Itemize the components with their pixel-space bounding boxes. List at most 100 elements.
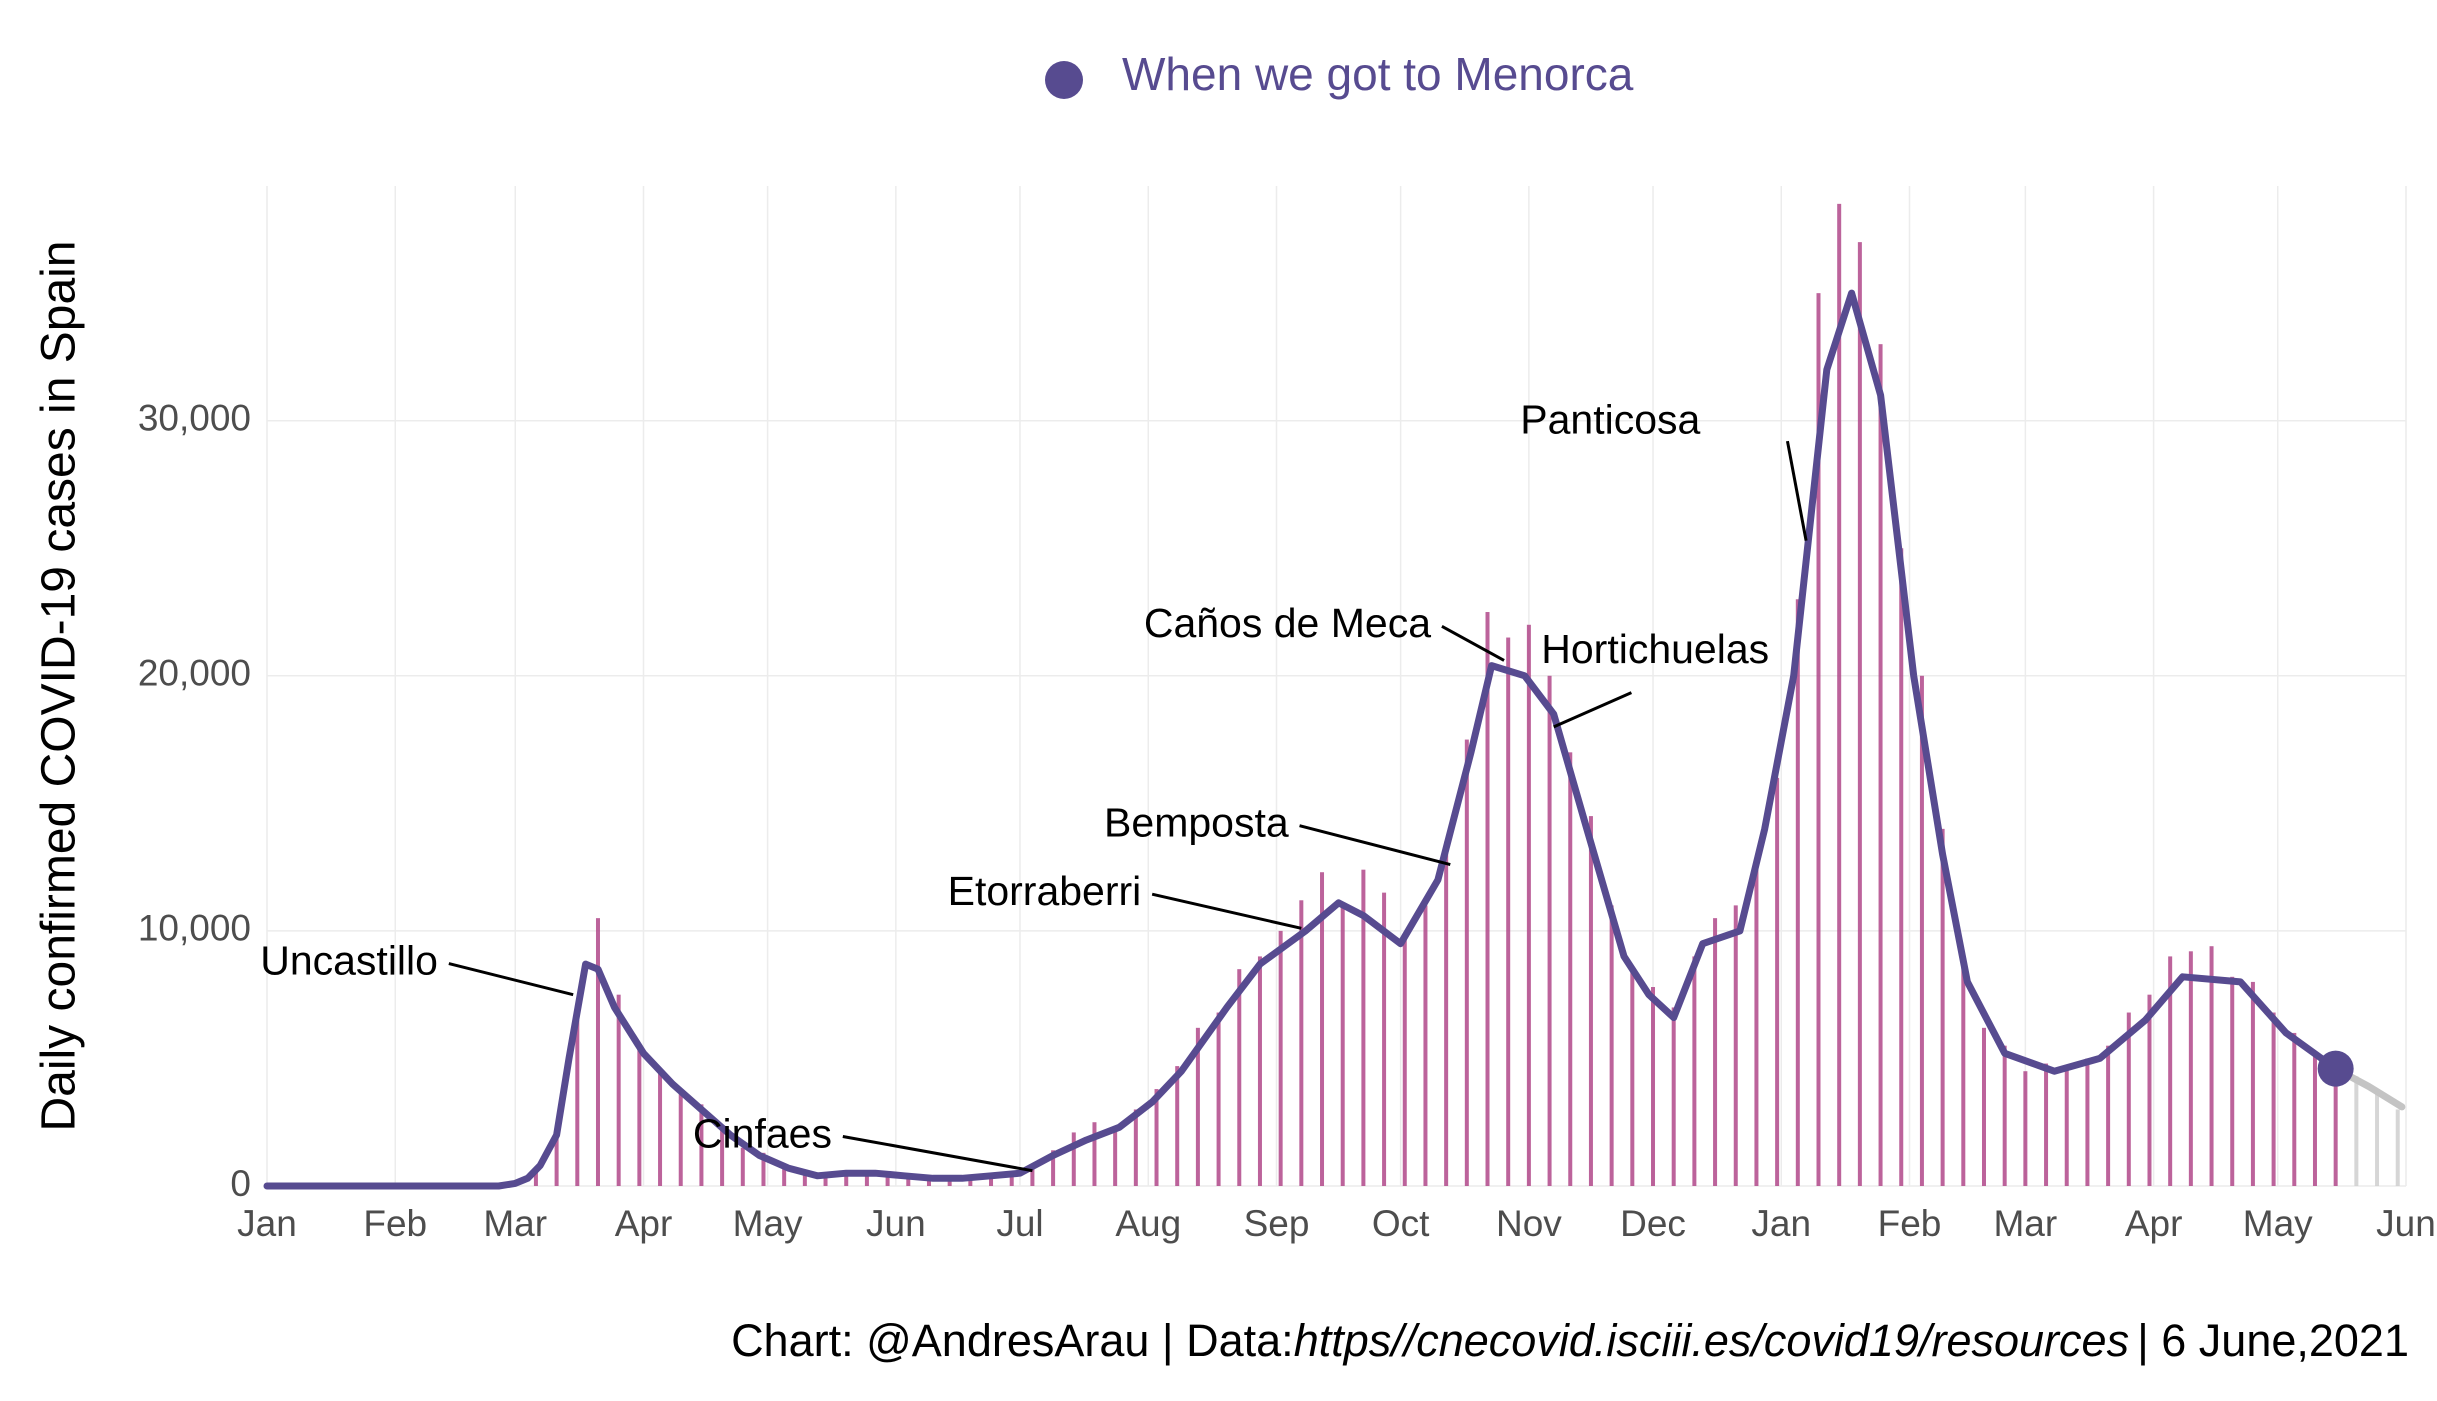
bar: [678, 1089, 683, 1186]
bar: [1361, 869, 1366, 1186]
bar: [1609, 905, 1614, 1186]
annotation-leader: [448, 962, 574, 997]
x-tick-label: Nov: [1496, 1203, 1562, 1244]
x-tick-label: Aug: [1115, 1203, 1181, 1244]
caption: Chart: @AndresArau | Data:https//cnecovi…: [731, 1315, 2409, 1366]
bar: [1795, 599, 1800, 1186]
bar: [1299, 900, 1304, 1186]
annotation-leader: [842, 1135, 1033, 1173]
bar: [658, 1071, 663, 1186]
bar: [864, 1173, 869, 1186]
bar: [1320, 872, 1325, 1186]
bar: [1009, 1173, 1014, 1186]
bar: [844, 1170, 849, 1186]
bar: [1526, 624, 1531, 1186]
y-tick-label: 20,000: [138, 653, 251, 694]
bar: [1030, 1165, 1035, 1186]
bar: [1899, 548, 1904, 1186]
x-tick-label: Dec: [1620, 1203, 1686, 1244]
bar: [1651, 987, 1656, 1186]
bar: [533, 1170, 538, 1186]
x-tick-label: May: [2243, 1203, 2313, 1244]
x-tick-label: Jun: [866, 1203, 926, 1244]
annotation-leader: [1441, 624, 1505, 662]
bar: [2168, 956, 2173, 1186]
bar: [2375, 1089, 2380, 1186]
bar: [2354, 1076, 2359, 1186]
bar: [1485, 612, 1490, 1186]
annotation-label: Hortichuelas: [1541, 626, 1769, 672]
x-tick-label: Sep: [1244, 1203, 1310, 1244]
bar: [1506, 637, 1511, 1186]
bar: [1588, 816, 1593, 1186]
x-tick-label: Jan: [1751, 1203, 1811, 1244]
caption-url: https//cnecovid.isciii.es/covid19/resour…: [1294, 1315, 2129, 1366]
bar: [2333, 1063, 2338, 1186]
bar: [575, 1020, 580, 1186]
legend-label: When we got to Menorca: [1122, 48, 1634, 100]
bar: [1051, 1150, 1056, 1186]
bar: [1175, 1066, 1180, 1186]
x-tick-label: Mar: [1993, 1203, 2057, 1244]
bar: [1071, 1132, 1076, 1186]
bar: [2230, 976, 2235, 1186]
bar: [1402, 936, 1407, 1186]
x-tick-label: Apr: [615, 1203, 673, 1244]
bar: [1837, 203, 1842, 1186]
bar: [595, 918, 600, 1186]
bar: [616, 994, 621, 1186]
bar: [1154, 1089, 1159, 1186]
bar: [720, 1127, 725, 1186]
bar: [1216, 1012, 1221, 1186]
bar: [2395, 1109, 2400, 1186]
legend-marker: [1045, 61, 1083, 99]
bar: [1692, 956, 1697, 1186]
bar: [823, 1175, 828, 1186]
bar: [1857, 242, 1862, 1187]
bar: [2064, 1068, 2069, 1186]
bar: [1133, 1109, 1138, 1186]
bar: [2106, 1045, 2111, 1186]
bar: [761, 1152, 766, 1186]
y-tick-label: 30,000: [138, 397, 251, 438]
bar: [1713, 918, 1718, 1186]
bar: [1340, 905, 1345, 1186]
bar: [1278, 930, 1283, 1186]
caption-prefix: Chart: @AndresArau | Data:: [731, 1315, 1294, 1366]
bar: [2126, 1012, 2131, 1186]
bar: [1423, 905, 1428, 1186]
bar: [1547, 675, 1552, 1186]
bar: [926, 1178, 931, 1186]
bar: [802, 1173, 807, 1186]
x-tick-label: May: [733, 1203, 803, 1244]
bar: [2044, 1063, 2049, 1186]
grid: [266, 186, 2407, 1187]
annotation-leader: [1785, 440, 1808, 541]
x-tick-label: Apr: [2125, 1203, 2183, 1244]
x-tick-label: Feb: [1878, 1203, 1942, 1244]
bar: [1257, 956, 1262, 1186]
bar: [2209, 946, 2214, 1186]
x-tick-label: Feb: [363, 1203, 427, 1244]
bar: [1919, 675, 1924, 1186]
bar: [1444, 841, 1449, 1186]
bar: [906, 1174, 911, 1186]
bar: [885, 1173, 890, 1186]
x-tick-label: Jun: [2376, 1203, 2436, 1244]
annotation-label: Uncastillo: [260, 937, 438, 983]
bar: [2188, 951, 2193, 1186]
bar: [1113, 1129, 1118, 1186]
y-tick-label: 10,000: [138, 908, 251, 949]
annotation-label: Caños de Meca: [1144, 600, 1431, 646]
bar: [989, 1177, 994, 1186]
bar: [2147, 994, 2152, 1186]
bar: [2292, 1032, 2297, 1186]
bar: [1878, 344, 1883, 1186]
bar: [1568, 752, 1573, 1186]
x-tick-label: Oct: [1372, 1203, 1430, 1244]
plot-area: [267, 186, 2406, 1186]
y-axis-label: Daily confirmed COVID-19 cases in Spain: [33, 240, 86, 1131]
bar: [782, 1165, 787, 1186]
bar: [2085, 1058, 2090, 1186]
